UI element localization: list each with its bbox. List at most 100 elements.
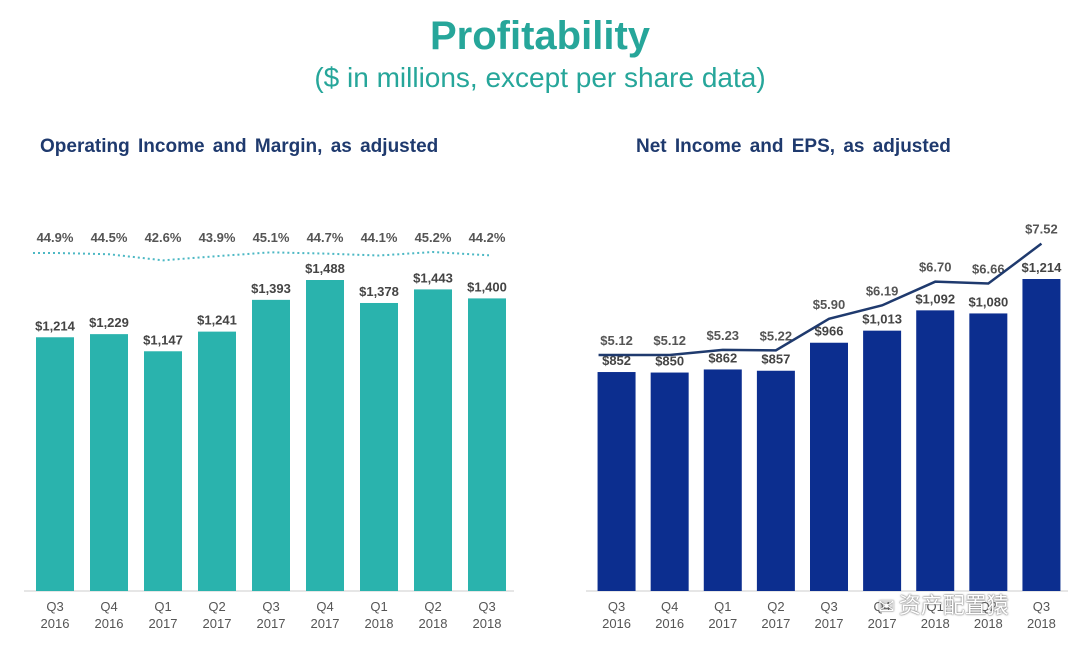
ni-x-tick-label-year: 2018 — [921, 616, 950, 631]
op-x-tick-label-year: 2016 — [41, 616, 70, 631]
op-line-value-label: 45.2% — [415, 230, 452, 245]
ni-x-tick-label-quarter: Q3 — [608, 599, 625, 614]
op-bar — [360, 302, 398, 591]
ni-bar — [810, 342, 848, 591]
ni-x-tick-label-quarter: Q3 — [1033, 599, 1050, 614]
op-line-value-label: 45.1% — [253, 230, 290, 245]
op-bar-value-label: $1,229 — [89, 315, 129, 330]
op-x-tick-label-quarter: Q4 — [100, 599, 117, 614]
ni-bar — [969, 313, 1008, 591]
ni-x-tick-label-quarter: Q3 — [820, 599, 837, 614]
op-x-tick-label-year: 2016 — [95, 616, 124, 631]
ni-bar — [916, 310, 955, 591]
ni-line-value-label: $5.12 — [600, 333, 633, 348]
op-bar — [306, 280, 344, 591]
op-bar-value-label: $1,393 — [251, 281, 291, 296]
ni-line-value-label: $7.52 — [1025, 222, 1058, 237]
ni-bar-value-label: $1,013 — [862, 312, 902, 327]
ni-x-tick-label-year: 2016 — [655, 616, 684, 631]
op-x-tick-label-year: 2017 — [149, 616, 178, 631]
op-bar — [252, 299, 290, 591]
ni-bar-value-label: $862 — [708, 350, 737, 365]
ni-x-tick-label-year: 2016 — [602, 616, 631, 631]
op-x-tick-label-quarter: Q2 — [208, 599, 225, 614]
ni-line-value-label: $6.66 — [972, 262, 1005, 277]
operating-income-chart-title: Operating Income and Margin, as adjusted — [40, 136, 439, 157]
ni-bar — [650, 372, 689, 591]
op-bar-value-label: $1,241 — [197, 313, 237, 328]
op-x-tick-label-quarter: Q3 — [262, 599, 279, 614]
ni-bar — [1022, 279, 1061, 591]
net-income-chart-title: Net Income and EPS, as adjusted — [636, 136, 951, 157]
op-line-value-label: 44.5% — [91, 230, 128, 245]
op-line-value-label: 42.6% — [145, 230, 182, 245]
watermark: ✉ 资产配置猿 — [878, 588, 1009, 620]
ni-x-tick-label-year: 2018 — [1027, 616, 1056, 631]
ni-x-tick-label-quarter: Q1 — [714, 599, 731, 614]
ni-x-tick-label-quarter: Q1 — [927, 599, 944, 614]
ni-bar-value-label: $857 — [761, 352, 790, 367]
ni-line-value-label: $5.12 — [653, 333, 686, 348]
op-x-tick-label-quarter: Q1 — [154, 599, 171, 614]
op-bar — [144, 351, 182, 591]
ni-bar — [597, 372, 636, 591]
op-x-tick-label-quarter: Q3 — [478, 599, 495, 614]
op-series-line — [33, 250, 489, 262]
ni-line-value-label: $5.22 — [760, 328, 793, 343]
ni-x-tick-label-year: 2017 — [868, 616, 897, 631]
ni-x-tick-label-quarter: Q2 — [767, 599, 784, 614]
ni-bar-value-label: $850 — [655, 354, 684, 369]
op-x-tick-label-year: 2018 — [365, 616, 394, 631]
ni-x-tick-label-quarter: Q4 — [661, 599, 678, 614]
op-x-tick-label-quarter: Q3 — [46, 599, 63, 614]
page-title: Profitability — [429, 14, 651, 58]
op-x-tick-label-year: 2018 — [419, 616, 448, 631]
watermark-text: 资产配置猿 — [898, 594, 1009, 619]
op-bar — [468, 298, 506, 591]
op-x-tick-label-year: 2017 — [311, 616, 340, 631]
ni-line-value-label: $6.19 — [866, 283, 899, 298]
op-x-tick-label-year: 2018 — [473, 616, 502, 631]
op-bar-value-label: $1,214 — [35, 318, 76, 333]
ni-x-tick-label-year: 2018 — [974, 616, 1003, 631]
op-bar — [414, 289, 452, 591]
op-bar — [36, 337, 74, 591]
op-x-tick-label-year: 2017 — [257, 616, 286, 631]
ni-bar — [756, 370, 795, 591]
op-x-tick-label-quarter: Q2 — [424, 599, 441, 614]
ni-line-value-label: $6.70 — [919, 260, 952, 275]
op-x-tick-label-quarter: Q1 — [370, 599, 387, 614]
page-subtitle: ($ in millions, except per share data) — [314, 62, 766, 93]
ni-line-value-label: $5.23 — [707, 328, 740, 343]
op-line-value-label: 44.7% — [307, 230, 344, 245]
op-line-value-label: 44.9% — [37, 230, 74, 245]
op-bar-value-label: $1,443 — [413, 270, 453, 285]
ni-bar — [703, 369, 742, 591]
ni-bar-value-label: $852 — [602, 353, 631, 368]
ni-bar-value-label: $1,214 — [1022, 260, 1063, 275]
ni-line-value-label: $5.90 — [813, 297, 846, 312]
op-line-value-label: 43.9% — [199, 230, 236, 245]
ni-x-tick-label-quarter: Q4 — [873, 599, 890, 614]
op-x-tick-label-quarter: Q4 — [316, 599, 333, 614]
ni-x-tick-label-quarter: Q2 — [980, 599, 997, 614]
op-line-value-label: 44.1% — [361, 230, 398, 245]
ni-bar — [863, 330, 902, 591]
op-line-value-label: 44.2% — [469, 230, 506, 245]
op-bar-value-label: $1,488 — [305, 261, 345, 276]
op-bar — [198, 331, 236, 591]
ni-series-line — [598, 242, 1043, 357]
op-x-tick-label-year: 2017 — [203, 616, 232, 631]
ni-x-tick-label-year: 2017 — [761, 616, 790, 631]
op-bar-value-label: $1,400 — [467, 279, 507, 294]
ni-x-tick-label-year: 2017 — [708, 616, 737, 631]
op-bar-value-label: $1,378 — [359, 284, 399, 299]
ni-bar-value-label: $966 — [815, 324, 844, 339]
ni-x-tick-label-year: 2017 — [815, 616, 844, 631]
wechat-icon: ✉ — [878, 594, 895, 618]
ni-bar-value-label: $1,092 — [915, 291, 955, 306]
op-bar-value-label: $1,147 — [143, 332, 183, 347]
ni-bar-value-label: $1,080 — [968, 294, 1008, 309]
op-bar — [90, 334, 128, 591]
